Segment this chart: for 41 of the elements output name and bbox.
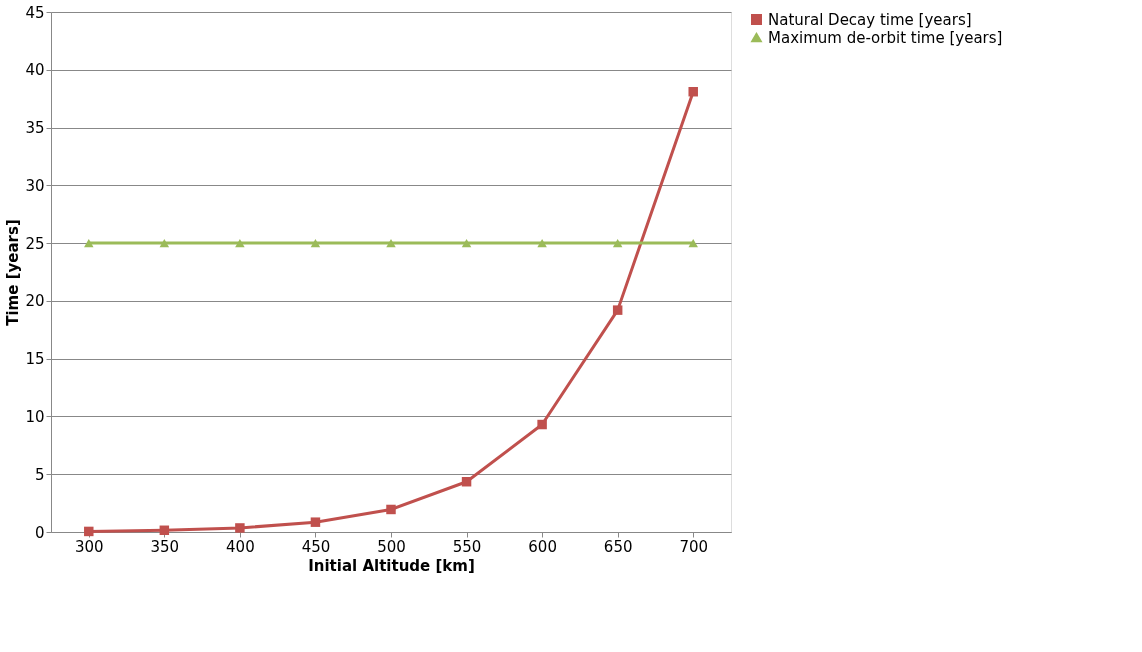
point <box>386 239 396 248</box>
point <box>537 239 547 248</box>
x-tick-label: 700 <box>679 537 709 556</box>
x-tick-label: 600 <box>528 537 557 556</box>
legend-label: Maximum de-orbit time [years] <box>768 28 1003 47</box>
point <box>688 86 698 97</box>
x-tick-label: 300 <box>74 537 104 556</box>
y-tick-label: 20 <box>25 292 45 311</box>
point <box>386 504 396 515</box>
y-tick-label: 45 <box>25 3 45 22</box>
x-tick-label: 350 <box>150 537 180 556</box>
x-tick-label: 400 <box>226 537 255 556</box>
y-tick-label: 25 <box>25 234 45 253</box>
point <box>310 517 321 527</box>
x-tick-label: 500 <box>377 537 406 556</box>
point <box>612 239 623 248</box>
point <box>310 239 321 248</box>
x-tick-label: 450 <box>301 537 331 556</box>
y-tick-label: 15 <box>25 350 45 369</box>
y-tick-label: 30 <box>25 176 45 195</box>
x-axis-title: Initial Altitude [km] <box>308 556 475 575</box>
point <box>159 525 170 536</box>
point <box>537 419 547 430</box>
y-tick-label: 35 <box>25 119 45 138</box>
point <box>612 305 623 315</box>
point <box>159 239 170 248</box>
point <box>461 476 472 487</box>
point <box>688 239 698 248</box>
x-tick-label: 550 <box>452 537 482 556</box>
y-tick-label: 40 <box>25 61 45 80</box>
y-axis-title: Time [years] <box>4 219 23 326</box>
point <box>235 523 245 533</box>
point <box>461 239 472 248</box>
legend-label: Natural Decay time [years] <box>768 10 972 29</box>
y-tick-label: 0 <box>34 523 45 542</box>
point <box>84 526 94 537</box>
point <box>235 239 245 248</box>
x-tick-label: 650 <box>603 537 633 556</box>
point <box>84 239 94 248</box>
y-tick-label: 10 <box>25 407 45 426</box>
y-tick-label: 5 <box>34 465 45 484</box>
